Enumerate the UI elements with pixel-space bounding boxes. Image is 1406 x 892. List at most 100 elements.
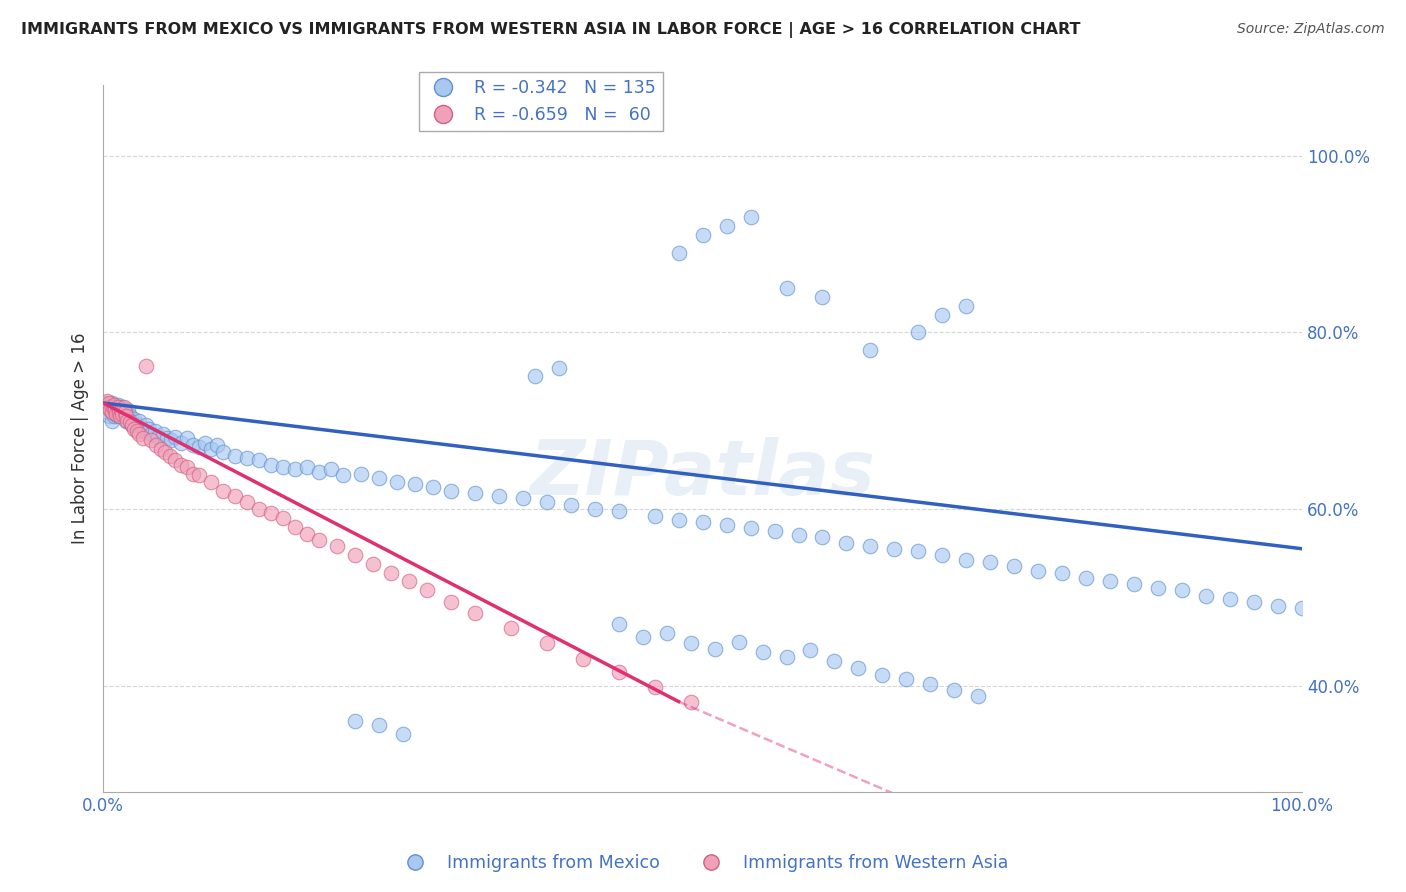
Point <box>799 643 821 657</box>
Point <box>121 418 143 433</box>
Point <box>135 418 157 433</box>
Point <box>644 681 666 695</box>
Text: IMMIGRANTS FROM MEXICO VS IMMIGRANTS FROM WESTERN ASIA IN LABOR FORCE | AGE > 16: IMMIGRANTS FROM MEXICO VS IMMIGRANTS FRO… <box>21 22 1081 38</box>
Point <box>105 407 128 421</box>
Point <box>188 440 211 454</box>
Point <box>361 557 384 571</box>
Point <box>679 636 702 650</box>
Point <box>416 583 439 598</box>
Point <box>205 438 228 452</box>
Point <box>571 652 593 666</box>
Point <box>943 683 966 698</box>
Point <box>115 409 138 424</box>
Point <box>763 524 786 538</box>
Point <box>181 438 204 452</box>
Point <box>464 606 486 620</box>
Point <box>824 654 846 668</box>
Point <box>260 507 283 521</box>
Point <box>165 429 187 443</box>
Point <box>224 449 246 463</box>
Point <box>655 625 678 640</box>
Point <box>931 308 953 322</box>
Point <box>907 544 929 558</box>
Point <box>499 621 522 635</box>
Point <box>1195 589 1218 603</box>
Point <box>107 405 129 419</box>
Point <box>159 449 181 463</box>
Point <box>583 502 606 516</box>
Point <box>1147 582 1170 596</box>
Point <box>398 574 420 589</box>
Point <box>155 444 177 458</box>
Point <box>170 435 193 450</box>
Point <box>392 727 415 741</box>
Point <box>236 450 259 465</box>
Point <box>740 211 762 225</box>
Point <box>118 416 141 430</box>
Point <box>111 401 134 415</box>
Point <box>110 403 132 417</box>
Point <box>194 435 217 450</box>
Point <box>631 630 654 644</box>
Point <box>170 458 193 472</box>
Point <box>1171 583 1194 598</box>
Point <box>716 219 738 234</box>
Point <box>124 422 146 436</box>
Point <box>247 502 270 516</box>
Point <box>139 433 162 447</box>
Point <box>100 414 122 428</box>
Point <box>464 486 486 500</box>
Point <box>679 695 702 709</box>
Point <box>979 555 1001 569</box>
Point <box>883 541 905 556</box>
Point <box>125 424 148 438</box>
Point <box>100 396 122 410</box>
Point <box>271 459 294 474</box>
Point <box>156 431 179 445</box>
Point <box>1267 599 1289 614</box>
Point <box>668 245 690 260</box>
Point <box>284 519 307 533</box>
Point <box>121 418 143 433</box>
Point <box>1076 571 1098 585</box>
Y-axis label: In Labor Force | Age > 16: In Labor Force | Age > 16 <box>72 333 89 544</box>
Point <box>367 718 389 732</box>
Point <box>907 326 929 340</box>
Point <box>212 444 235 458</box>
Text: Source: ZipAtlas.com: Source: ZipAtlas.com <box>1237 22 1385 37</box>
Point <box>103 409 125 424</box>
Point <box>787 528 810 542</box>
Point <box>775 281 797 295</box>
Point <box>131 420 153 434</box>
Point <box>308 533 330 547</box>
Point <box>224 489 246 503</box>
Point <box>440 484 463 499</box>
Point <box>644 509 666 524</box>
Point <box>835 535 858 549</box>
Point <box>132 424 155 438</box>
Point <box>149 442 172 456</box>
Point <box>284 462 307 476</box>
Point <box>1052 566 1074 580</box>
Point <box>308 465 330 479</box>
Point <box>1243 595 1265 609</box>
Point <box>692 228 714 243</box>
Point <box>128 426 150 441</box>
Point <box>236 495 259 509</box>
Legend: R = -0.342   N = 135, R = -0.659   N =  60: R = -0.342 N = 135, R = -0.659 N = 60 <box>419 72 662 131</box>
Point <box>404 477 426 491</box>
Point <box>96 401 118 415</box>
Point <box>811 290 834 304</box>
Legend: Immigrants from Mexico, Immigrants from Western Asia: Immigrants from Mexico, Immigrants from … <box>391 847 1015 879</box>
Point <box>967 690 990 704</box>
Point <box>740 521 762 535</box>
Point <box>104 407 127 421</box>
Point <box>181 467 204 481</box>
Point <box>107 405 129 419</box>
Point <box>176 459 198 474</box>
Point <box>115 414 138 428</box>
Point <box>607 504 630 518</box>
Point <box>112 405 135 419</box>
Point <box>98 403 121 417</box>
Point <box>811 530 834 544</box>
